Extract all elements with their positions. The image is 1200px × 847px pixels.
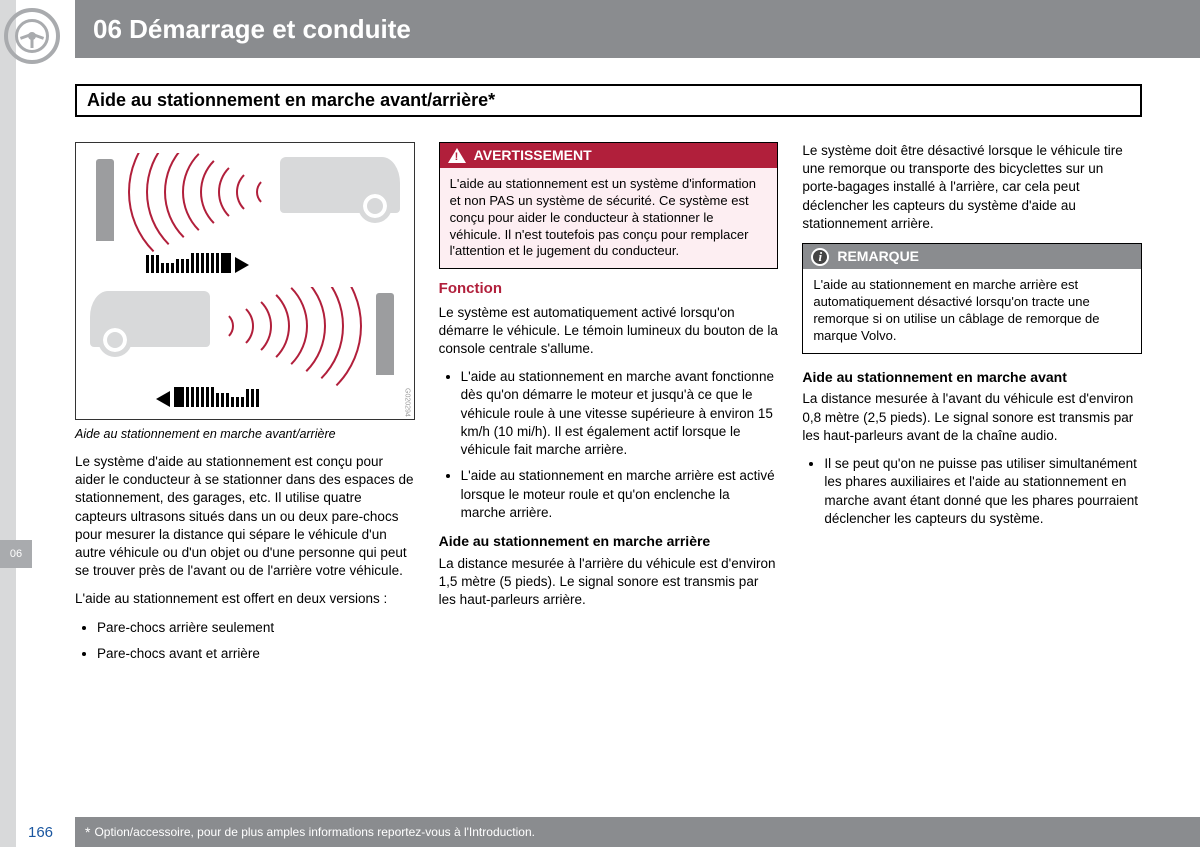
side-tab [0, 0, 16, 847]
column-1: G020294 Aide au stationnement en marche … [75, 142, 415, 787]
col3-top-para: Le système doit être désactivé lorsque l… [802, 142, 1142, 233]
fonction-para: Le système est automatiquement activé lo… [439, 304, 779, 359]
heading-front: Aide au stationnement en marche avant [802, 368, 1142, 387]
asterisk-icon: * [85, 824, 90, 840]
section-title: Aide au stationnement en marche avant/ar… [75, 84, 1142, 117]
chapter-header: 06 Démarrage et conduite [75, 0, 1200, 58]
col1-para2: L'aide au stationnement est offert en de… [75, 590, 415, 608]
section-title-text: Aide au stationnement en marche avant/ar… [87, 90, 1130, 111]
col1-list: Pare-chocs arrière seulement Pare-chocs … [75, 619, 415, 663]
warning-box: AVERTISSEMENT L'aide au stationnement es… [439, 142, 779, 269]
column-3: Le système doit être désactivé lorsque l… [802, 142, 1142, 787]
front-list: Il se peut qu'on ne puisse pas utiliser … [802, 455, 1142, 528]
list-item: Il se peut qu'on ne puisse pas utiliser … [824, 455, 1142, 528]
col1-para1: Le système d'aide au stationnement est c… [75, 453, 415, 581]
page-number: 166 [28, 824, 53, 841]
rear-para: La distance mesurée à l'arrière du véhic… [439, 555, 779, 610]
figure-rear-panel [86, 287, 404, 413]
warning-label: AVERTISSEMENT [474, 146, 592, 165]
list-item: L'aide au stationnement en marche avant … [461, 368, 779, 459]
remark-header: i REMARQUE [803, 244, 1141, 269]
heading-rear: Aide au stationnement en marche arrière [439, 532, 779, 551]
warning-body: L'aide au stationnement est un système d… [440, 168, 778, 268]
figure-code: G020294 [402, 388, 411, 417]
chapter-tab: 06 [0, 540, 32, 568]
column-2: AVERTISSEMENT L'aide au stationnement es… [439, 142, 779, 787]
footer-note: Option/accessoire, pour de plus amples i… [94, 825, 535, 839]
list-item: Pare-chocs arrière seulement [97, 619, 415, 637]
warning-header: AVERTISSEMENT [440, 143, 778, 168]
heading-fonction: Fonction [439, 279, 779, 299]
figure-front-panel [86, 153, 404, 279]
list-item: L'aide au stationnement en marche arrièr… [461, 467, 779, 522]
content: G020294 Aide au stationnement en marche … [75, 142, 1142, 787]
footer-bar: * Option/accessoire, pour de plus amples… [75, 817, 1200, 847]
list-item: Pare-chocs avant et arrière [97, 645, 415, 663]
remark-box: i REMARQUE L'aide au stationnement en ma… [802, 243, 1142, 353]
front-para: La distance mesurée à l'avant du véhicul… [802, 390, 1142, 445]
fonction-list: L'aide au stationnement en marche avant … [439, 368, 779, 522]
warning-triangle-icon [448, 148, 466, 163]
remark-body: L'aide au stationnement en marche arrièr… [803, 269, 1141, 353]
info-icon: i [811, 248, 829, 266]
steering-wheel-icon [4, 8, 60, 64]
figure-caption: Aide au stationnement en marche avant/ar… [75, 426, 415, 443]
parking-assist-figure: G020294 [75, 142, 415, 420]
chapter-title: 06 Démarrage et conduite [93, 14, 411, 45]
remark-label: REMARQUE [837, 247, 919, 266]
